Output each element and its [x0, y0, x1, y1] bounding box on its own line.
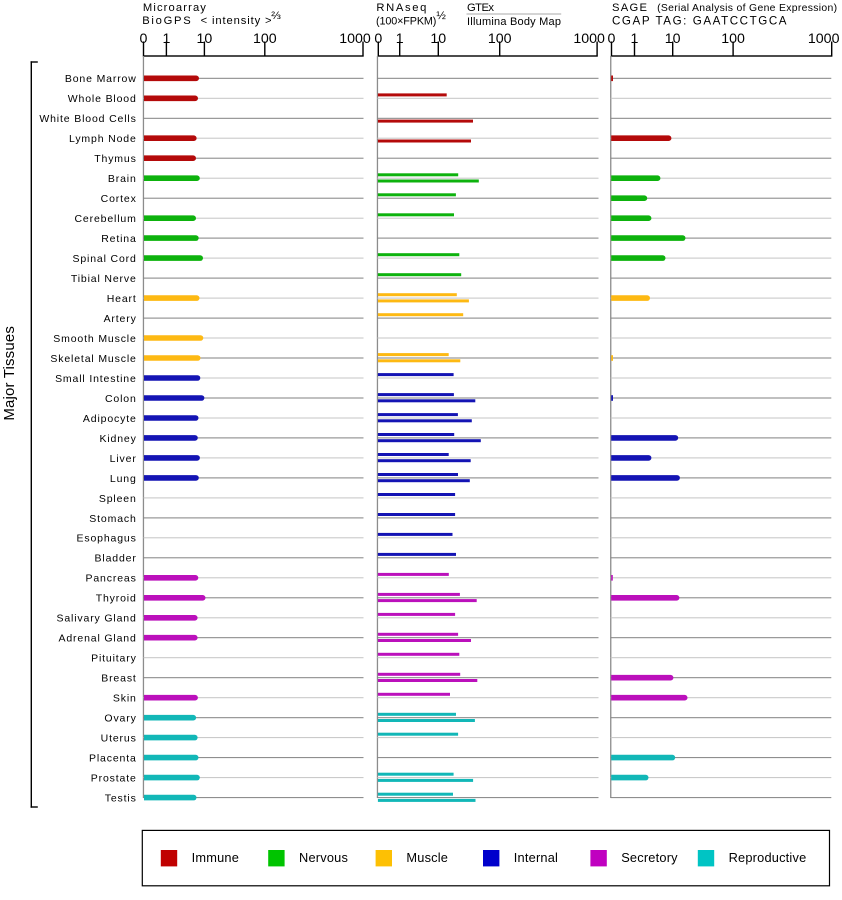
- svg-text:1000: 1000: [339, 31, 371, 47]
- svg-text:1000: 1000: [808, 31, 840, 47]
- svg-text:Retina: Retina: [101, 233, 136, 245]
- svg-text:Prostate: Prostate: [91, 773, 137, 785]
- svg-text:(100×FPKM): (100×FPKM): [376, 16, 436, 28]
- svg-text:Reproductive: Reproductive: [729, 850, 807, 865]
- svg-text:BioGPS: BioGPS: [142, 15, 191, 27]
- svg-text:Major Tissues: Major Tissues: [1, 326, 18, 421]
- svg-text:0: 0: [608, 31, 616, 47]
- svg-text:1: 1: [162, 31, 170, 47]
- svg-text:Cerebellum: Cerebellum: [74, 213, 136, 225]
- svg-text:CGAP TAG: GAATCCTGCA: CGAP TAG: GAATCCTGCA: [612, 15, 787, 28]
- svg-text:Lung: Lung: [110, 473, 137, 485]
- svg-text:Artery: Artery: [104, 313, 137, 325]
- svg-text:Testis: Testis: [105, 793, 137, 805]
- svg-text:Cortex: Cortex: [101, 193, 137, 205]
- svg-text:Salivary Gland: Salivary Gland: [57, 613, 137, 625]
- svg-text:Breast: Breast: [101, 673, 136, 685]
- svg-text:100: 100: [488, 31, 512, 47]
- svg-text:Esophagus: Esophagus: [76, 533, 136, 545]
- svg-text:Liver: Liver: [110, 453, 137, 465]
- svg-text:10: 10: [430, 31, 446, 47]
- svg-text:White Blood Cells: White Blood Cells: [39, 113, 136, 125]
- svg-text:0: 0: [140, 31, 148, 47]
- svg-text:Small Intestine: Small Intestine: [55, 373, 137, 385]
- svg-text:Smooth Muscle: Smooth Muscle: [53, 333, 136, 345]
- svg-text:Pituitary: Pituitary: [91, 653, 137, 665]
- svg-text:RNAseq: RNAseq: [376, 2, 426, 14]
- svg-text:< intensity >: < intensity >: [201, 15, 272, 27]
- svg-text:Bladder: Bladder: [95, 553, 137, 565]
- svg-text:Pancreas: Pancreas: [86, 573, 137, 585]
- svg-text:SAGE: SAGE: [612, 2, 647, 14]
- svg-text:Spinal Cord: Spinal Cord: [72, 253, 136, 265]
- svg-text:Bone Marrow: Bone Marrow: [65, 73, 137, 85]
- svg-text:Skeletal Muscle: Skeletal Muscle: [50, 353, 136, 365]
- svg-text:Muscle: Muscle: [406, 850, 448, 865]
- svg-text:Brain: Brain: [108, 173, 137, 185]
- svg-text:Placenta: Placenta: [89, 753, 137, 765]
- svg-text:Thymus: Thymus: [94, 153, 136, 165]
- svg-text:Lymph Node: Lymph Node: [69, 133, 137, 145]
- svg-text:⅔: ⅔: [271, 10, 281, 22]
- svg-text:Immune: Immune: [192, 850, 239, 865]
- svg-text:Kidney: Kidney: [99, 433, 136, 445]
- svg-text:Secretory: Secretory: [621, 850, 678, 865]
- svg-text:GTEx: GTEx: [467, 2, 494, 14]
- svg-text:Nervous: Nervous: [299, 850, 348, 865]
- svg-text:100: 100: [721, 31, 745, 47]
- svg-text:Heart: Heart: [107, 293, 137, 305]
- svg-text:1: 1: [631, 31, 639, 47]
- svg-text:1000: 1000: [573, 31, 605, 47]
- svg-text:Spleen: Spleen: [99, 493, 137, 505]
- svg-text:Whole Blood: Whole Blood: [68, 93, 137, 105]
- svg-text:Colon: Colon: [105, 393, 137, 405]
- svg-text:Microarray: Microarray: [143, 2, 206, 14]
- svg-text:1: 1: [396, 31, 404, 47]
- svg-text:Illumina Body Map: Illumina Body Map: [467, 16, 561, 28]
- svg-text:Adipocyte: Adipocyte: [83, 413, 137, 425]
- svg-text:Internal: Internal: [514, 850, 558, 865]
- svg-text:Tibial Nerve: Tibial Nerve: [71, 273, 137, 285]
- svg-text:Adrenal Gland: Adrenal Gland: [59, 633, 137, 645]
- svg-text:Stomach: Stomach: [89, 513, 136, 525]
- svg-text:Ovary: Ovary: [104, 713, 136, 725]
- svg-text:Uterus: Uterus: [101, 733, 137, 745]
- svg-text:10: 10: [197, 31, 213, 47]
- svg-text:100: 100: [253, 31, 277, 47]
- svg-text:0: 0: [374, 31, 382, 47]
- svg-text:10: 10: [665, 31, 681, 47]
- svg-text:½: ½: [436, 10, 446, 22]
- svg-text:Skin: Skin: [113, 693, 137, 705]
- svg-text:(Serial Analysis of Gene Expre: (Serial Analysis of Gene Expression): [657, 3, 837, 14]
- svg-text:Thyroid: Thyroid: [96, 593, 137, 605]
